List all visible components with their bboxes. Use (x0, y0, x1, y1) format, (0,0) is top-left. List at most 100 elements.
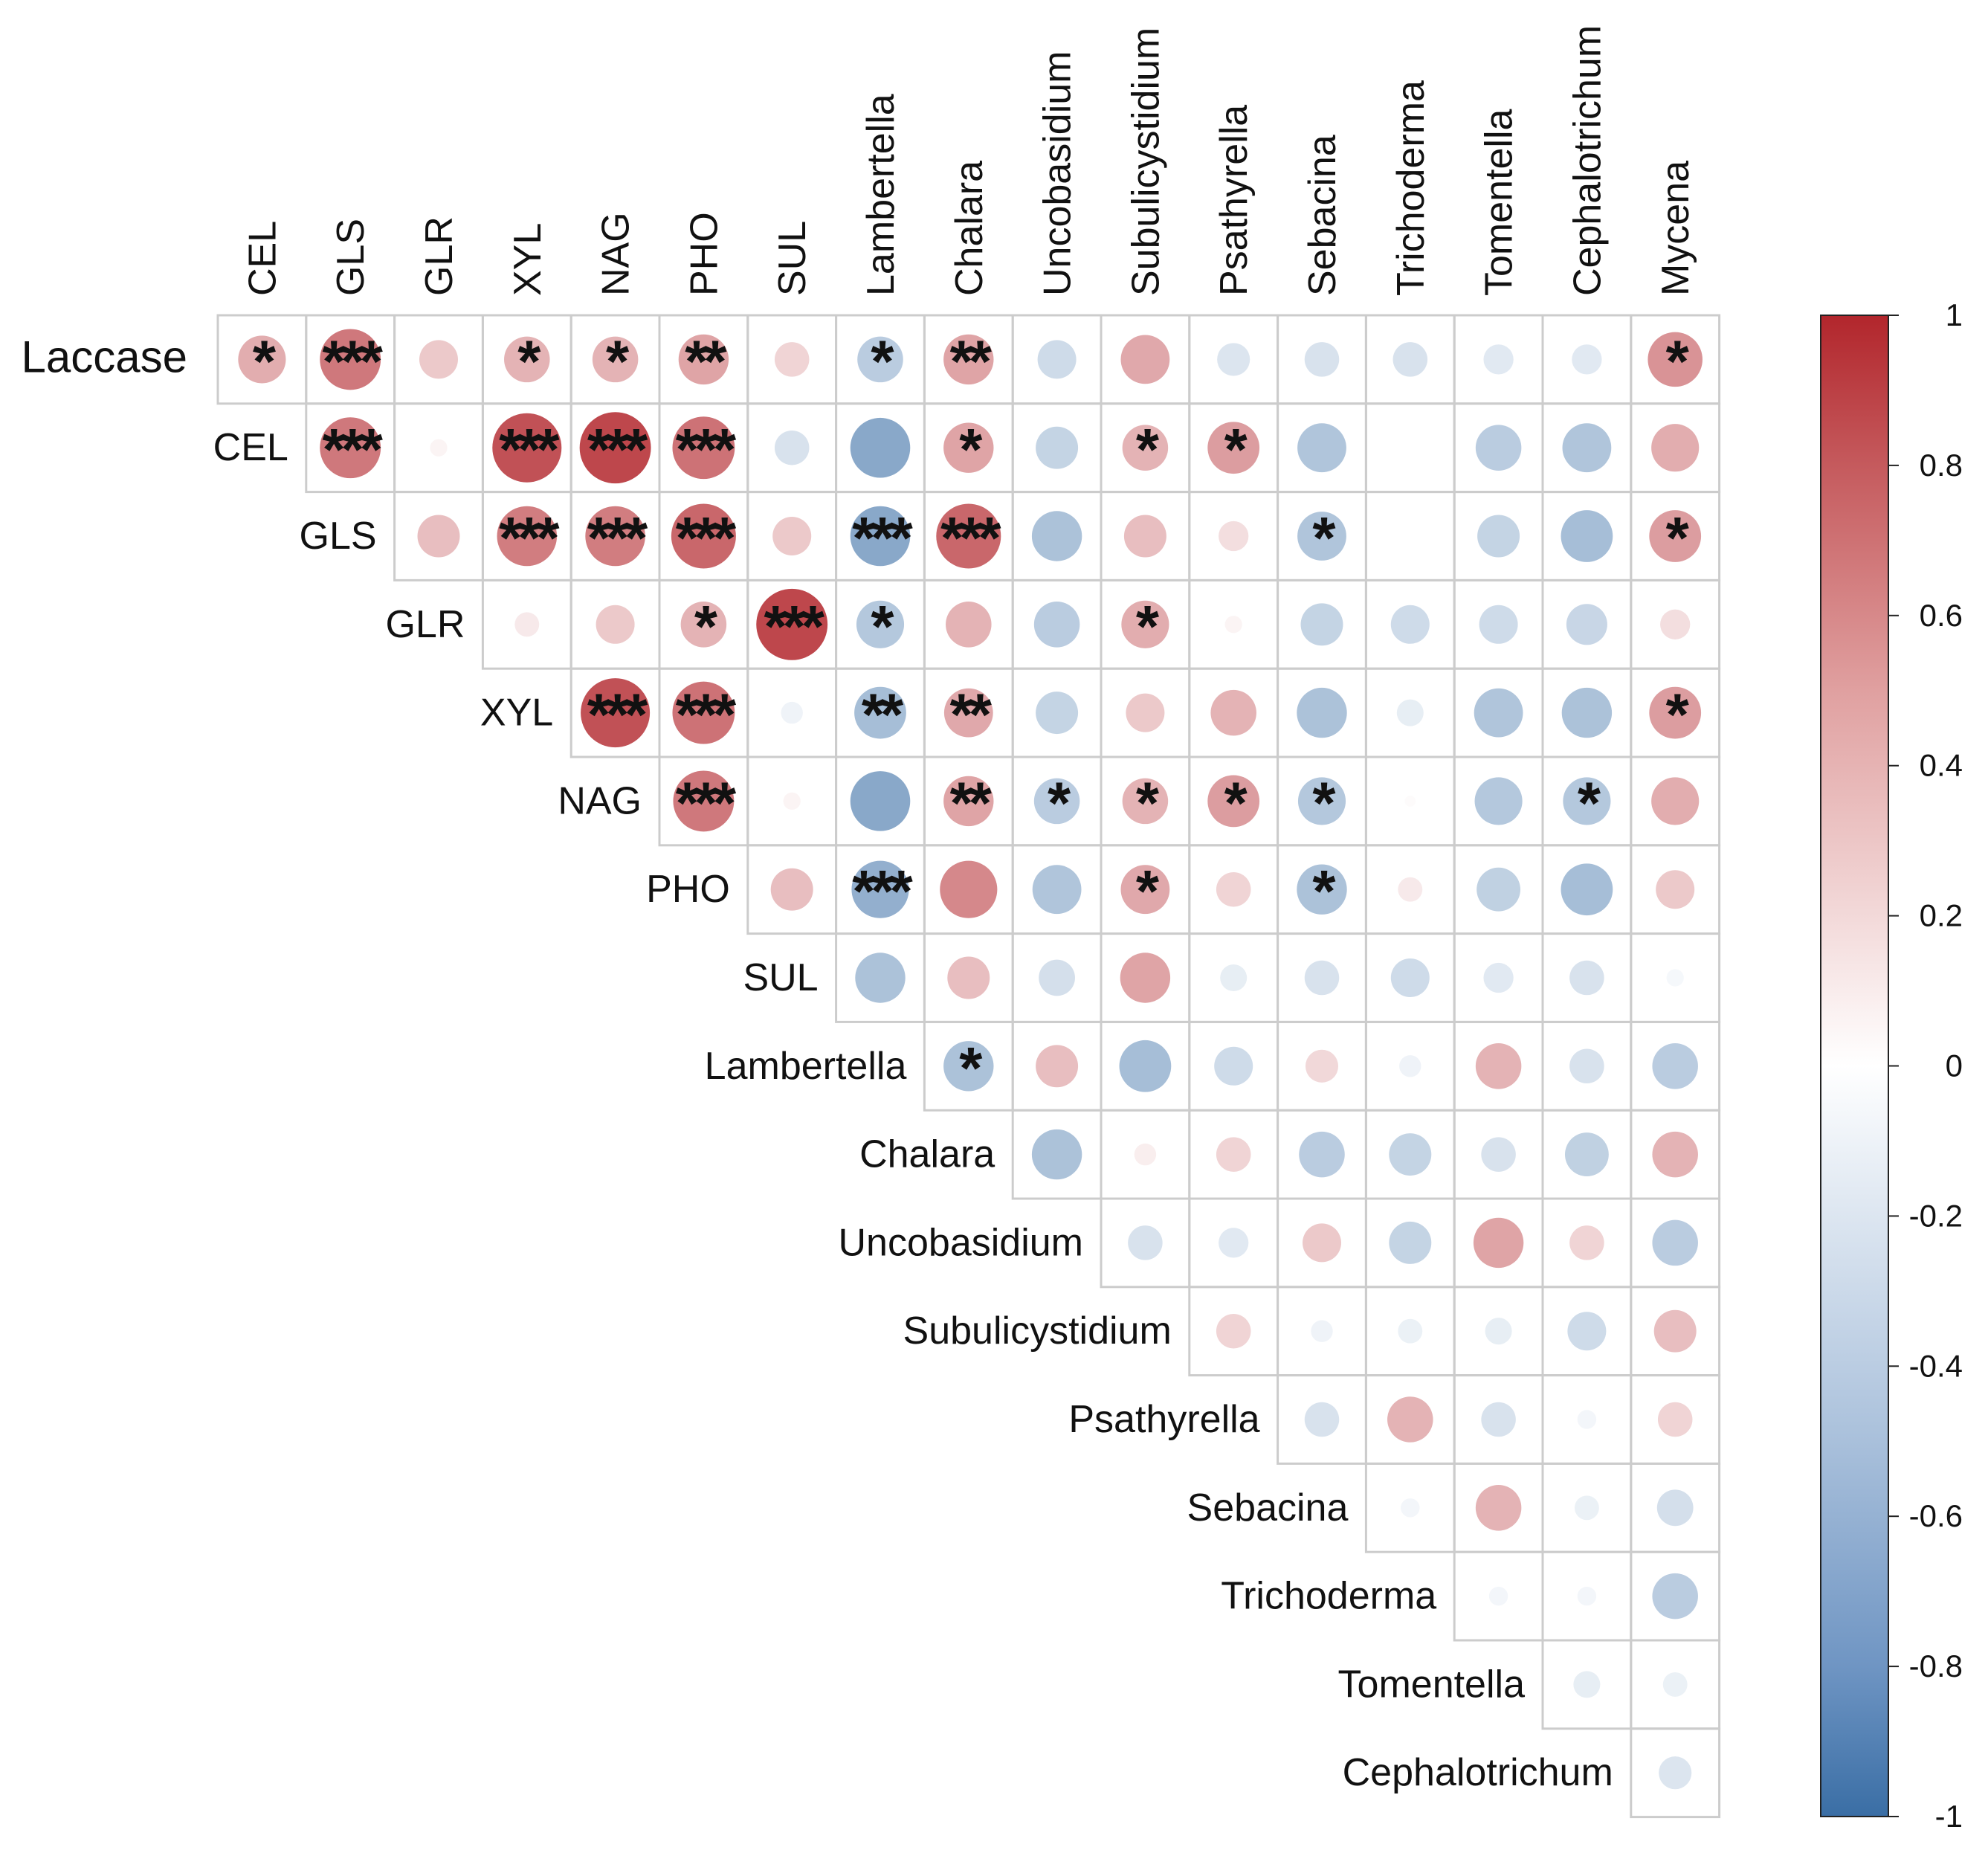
correlation-circle (851, 860, 909, 918)
correlation-circle (1561, 510, 1613, 562)
correlation-circle (678, 334, 729, 385)
row-label: Lambertella (705, 1045, 907, 1088)
correlation-circle (1217, 343, 1250, 376)
row-label: Sebacina (1187, 1486, 1349, 1530)
correlation-circle (1398, 1318, 1423, 1344)
colorbar-tick-label: 0.2 (1920, 898, 1963, 933)
correlation-circle (1649, 510, 1702, 562)
significance-mark: ** (685, 328, 727, 394)
row-label: Laccase (22, 332, 187, 381)
correlation-circle (1033, 602, 1080, 648)
row-label: GLR (385, 603, 465, 646)
correlation-circle (1039, 959, 1075, 996)
row-label: Cephalotrichum (1343, 1751, 1613, 1794)
correlation-circle (1473, 1217, 1524, 1269)
row-label: CEL (213, 426, 288, 469)
correlation-circle (1656, 1489, 1694, 1527)
correlation-circle (1475, 1485, 1522, 1531)
colorbar-tick-label: 0 (1946, 1048, 1963, 1083)
correlation-circle (1404, 796, 1416, 807)
significance-mark: *** (764, 593, 824, 660)
correlation-circle (1399, 1055, 1421, 1077)
correlation-circle (1567, 1312, 1607, 1351)
correlation-circle (1120, 953, 1171, 1003)
correlation-circle (1483, 962, 1514, 993)
correlation-circle (592, 336, 639, 383)
color-legend: 1 0.8 0.6 0.4 0.2 0 -0.2 -0.4 -0.6 -0.8 -1 (1820, 297, 1963, 1834)
column-label: CEL (241, 221, 284, 296)
correlation-circle (1120, 335, 1170, 384)
correlation-circle (850, 771, 911, 831)
correlation-circle (1647, 332, 1703, 387)
correlation-circle (1562, 423, 1612, 473)
correlation-circle (1653, 1309, 1697, 1353)
row-label: GLS (300, 515, 377, 558)
row-label: Subulicystidium (903, 1309, 1172, 1353)
correlation-circle (1666, 969, 1684, 987)
column-label: PHO (682, 212, 726, 296)
correlation-circle (1219, 1228, 1249, 1258)
correlation-circle (1297, 512, 1346, 561)
correlation-circle (1398, 877, 1423, 902)
correlation-circle (1304, 342, 1340, 377)
correlation-circle (1481, 1137, 1516, 1172)
correlation-circle (1216, 1137, 1251, 1172)
correlation-circle (1574, 1495, 1599, 1521)
correlation-circle (1214, 1046, 1253, 1086)
significance-mark: *** (940, 505, 1001, 571)
correlation-circle (1297, 687, 1347, 738)
correlation-circle (1652, 1573, 1698, 1619)
significance-mark: ** (862, 682, 904, 748)
column-label: SUL (771, 221, 814, 296)
correlation-circle (504, 336, 550, 383)
correlation-circle (1485, 1318, 1512, 1345)
colorbar-tick-label: 0.6 (1920, 598, 1963, 633)
correlation-circle (1297, 864, 1347, 915)
correlation-circle (671, 503, 736, 569)
correlation-circle (772, 517, 812, 555)
significance-mark: *** (676, 416, 737, 483)
correlation-circle (1566, 604, 1607, 645)
correlation-circle (756, 588, 828, 660)
correlation-circle (1662, 1672, 1688, 1697)
correlation-circle (1656, 870, 1695, 909)
correlation-circle (857, 336, 903, 383)
correlation-circle (943, 776, 994, 827)
correlation-circle (1569, 1225, 1604, 1260)
correlation-circle (320, 329, 381, 390)
significance-mark: *** (587, 505, 648, 571)
correlation-circle (1299, 1131, 1345, 1178)
correlation-circle (581, 678, 651, 748)
column-label: Sebacina (1301, 135, 1344, 296)
column-label: Chalara (948, 161, 991, 296)
correlation-circle (1481, 1402, 1516, 1437)
correlation-circle (1573, 1671, 1601, 1698)
correlation-circle (1569, 960, 1604, 996)
row-labels: Laccase CEL GLS GLR XYL NAG PHO SUL Lambertella C… (22, 332, 1613, 1794)
correlation-circle (492, 413, 562, 483)
correlation-circle (1216, 871, 1251, 907)
correlation-circle (1389, 1133, 1432, 1176)
correlation-circle (1305, 1049, 1339, 1083)
correlation-circle (419, 340, 458, 379)
correlation-circle (781, 701, 803, 724)
correlation-circle (1657, 1402, 1693, 1437)
correlation-circle (672, 416, 735, 480)
column-label: Tomentella (1478, 109, 1521, 296)
correlation-circle (1572, 344, 1602, 375)
colorbar-tick-label: -0.8 (1909, 1648, 1963, 1683)
correlation-circle (943, 688, 993, 738)
correlation-circle (1651, 777, 1700, 825)
column-label: Uncobasidium (1036, 51, 1079, 297)
row-label: NAG (558, 779, 642, 822)
correlation-circle (1651, 424, 1700, 472)
correlation-circle (1561, 687, 1613, 738)
correlation-circle (1304, 960, 1340, 996)
correlation-circle (1031, 511, 1082, 561)
correlation-circle (1389, 1221, 1432, 1264)
correlation-circle (1216, 1313, 1251, 1349)
correlation-circle (1401, 1498, 1420, 1518)
correlation-circle (1036, 1045, 1079, 1088)
correlation-circle (1031, 1129, 1082, 1180)
